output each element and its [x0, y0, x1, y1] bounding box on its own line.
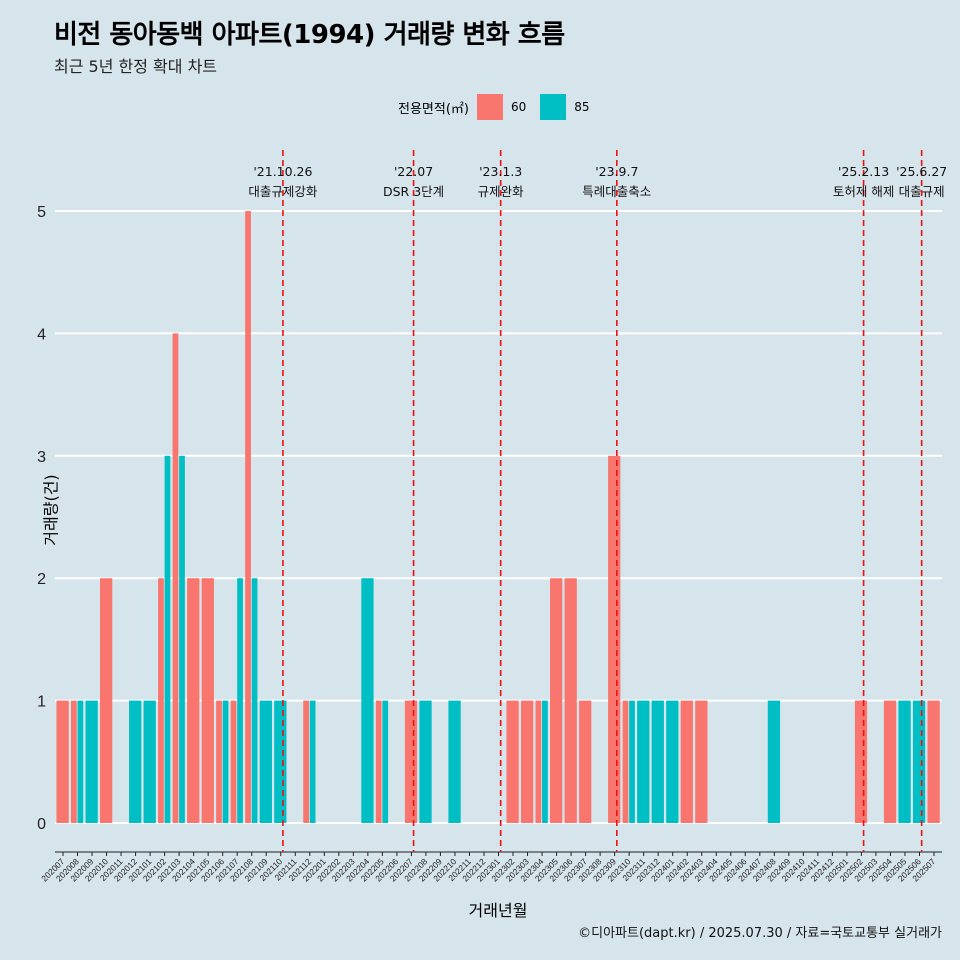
- bar-202311-85: [637, 700, 650, 823]
- legend-swatch-85: [540, 94, 567, 120]
- bar-202010-60: [100, 578, 113, 823]
- chart-subtitle: 최근 5년 한정 확대 차트: [54, 57, 218, 76]
- y-axis-label: 거래량(건): [41, 474, 61, 546]
- chart-title: 비전 동아동백 아파트(1994) 거래량 변화 흐름: [54, 20, 565, 50]
- bar-202112-85: [309, 700, 316, 823]
- y-tick-label-1: 1: [37, 694, 46, 711]
- bar-202310-60: [622, 700, 629, 823]
- bar-202205-85: [382, 700, 389, 823]
- bar-202507-60: [927, 700, 940, 823]
- bar-202506-85: [912, 700, 926, 823]
- event-date-5: '25.6.27: [896, 164, 947, 179]
- y-tick-label-2: 2: [37, 571, 46, 588]
- event-date-3: '23.9.7: [595, 164, 638, 179]
- bar-202112-60: [303, 700, 309, 823]
- legend-label-85: 85: [574, 100, 590, 114]
- bar-202008-60: [70, 700, 77, 823]
- bar-202312-85: [651, 700, 664, 823]
- bar-202110-85: [274, 700, 287, 823]
- bar-202402-60: [680, 700, 693, 823]
- event-label-0: 대출규제강화: [248, 184, 318, 199]
- bar-202502-60: [854, 700, 868, 823]
- bar-202108-60: [245, 211, 251, 823]
- bar-202106-60: [216, 700, 222, 823]
- bar-202105-60: [201, 578, 214, 823]
- source-caption: ©디아파트(dapt.kr) / 2025.07.30 / 자료=국토교통부 실…: [578, 926, 942, 941]
- event-label-4: 토허제 해제: [833, 184, 894, 199]
- bar-202307-60: [579, 700, 592, 823]
- bar-202210-85: [448, 700, 461, 823]
- bar-202207-60: [404, 700, 418, 823]
- event-label-2: 규제완화: [478, 184, 525, 199]
- bar-202102-60: [158, 578, 164, 823]
- legend-swatch-60: [476, 94, 503, 120]
- bar-202401-85: [666, 700, 679, 823]
- event-label-5: 대출규제: [899, 184, 945, 199]
- bar-202408-85: [767, 700, 781, 823]
- bar-202103-85: [179, 455, 185, 823]
- bar-202304-85: [542, 700, 548, 823]
- y-tick-label-3: 3: [37, 449, 46, 466]
- bar-202310-85: [629, 700, 635, 823]
- bar-202205-60: [375, 700, 382, 823]
- bar-202309-60: [608, 455, 621, 823]
- bar-202306-60: [564, 578, 577, 823]
- y-tick-label-0: 0: [37, 816, 46, 833]
- event-date-1: '22.07: [394, 164, 433, 179]
- event-date-0: '21.10.26: [253, 164, 312, 179]
- bar-202106-85: [222, 700, 229, 823]
- bar-202008-85: [77, 700, 84, 823]
- event-label-3: 특례대출축소: [582, 184, 651, 199]
- bar-202103-60: [172, 333, 179, 823]
- bar-202012-85: [129, 700, 142, 823]
- bar-202204-85: [361, 578, 374, 823]
- legend-title: 전용면적(㎡): [398, 101, 469, 117]
- bar-202102-85: [164, 455, 171, 823]
- legend-label-60: 60: [510, 100, 527, 114]
- event-date-2: '23.1.3: [479, 164, 522, 179]
- bar-202504-60: [883, 700, 897, 823]
- bar-202302-60: [506, 700, 519, 823]
- y-tick-label-5: 5: [37, 204, 46, 221]
- y-tick-label-4: 4: [37, 326, 46, 343]
- legend: 전용면적(㎡) 60 85: [398, 93, 604, 121]
- bar-202303-60: [521, 700, 534, 823]
- bar-202505-85: [898, 700, 911, 823]
- event-date-4: '25.2.13: [838, 164, 889, 179]
- bar-202109-85: [259, 700, 272, 823]
- bar-202305-60: [550, 578, 563, 823]
- bar-202009-85: [85, 700, 98, 823]
- bar-202107-60: [230, 700, 237, 823]
- bar-202104-60: [187, 578, 200, 823]
- bar-202101-85: [143, 700, 156, 823]
- bar-202304-60: [535, 700, 542, 823]
- bar-202208-85: [419, 700, 432, 823]
- x-axis-label: 거래년월: [468, 901, 528, 920]
- bar-202007-60: [56, 700, 69, 823]
- bar-202403-60: [695, 700, 708, 823]
- bar-202107-85: [237, 578, 243, 823]
- bar-202108-85: [251, 578, 258, 823]
- event-label-1: DSR 3단계: [383, 184, 444, 199]
